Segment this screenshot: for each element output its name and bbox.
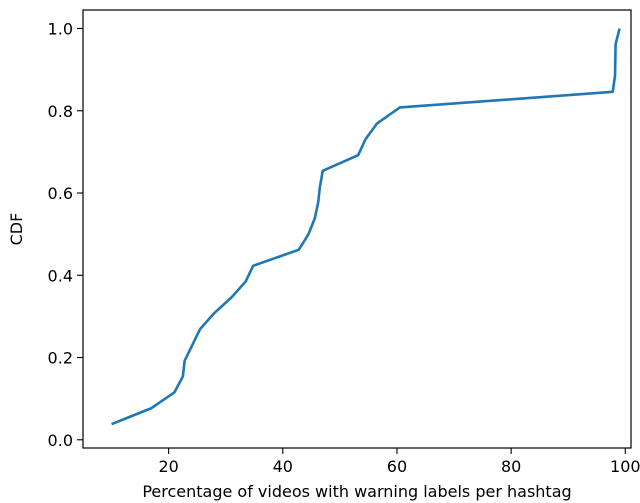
x-axis-label: Percentage of videos with warning labels… bbox=[142, 482, 571, 501]
plot-frame bbox=[82, 9, 632, 449]
y-tick-label: 1.0 bbox=[48, 20, 73, 39]
x-tick-label: 20 bbox=[158, 457, 178, 476]
y-tick-label: 0.4 bbox=[48, 266, 73, 285]
y-tick-label: 0.0 bbox=[48, 431, 73, 450]
x-tick-label: 40 bbox=[273, 457, 293, 476]
y-tick-label: 0.6 bbox=[48, 184, 73, 203]
y-tick-label: 0.8 bbox=[48, 102, 73, 121]
x-tick-label: 80 bbox=[501, 457, 521, 476]
series-line-cdf bbox=[111, 28, 621, 426]
x-axis-ticks: 20 40 60 80 100 bbox=[158, 448, 640, 476]
x-tick-label: 100 bbox=[610, 457, 640, 476]
y-axis-label: CDF bbox=[7, 213, 26, 246]
y-axis-ticks: 0.0 0.2 0.4 0.6 0.8 1.0 bbox=[48, 20, 83, 450]
x-tick-label: 60 bbox=[387, 457, 407, 476]
y-tick-label: 0.2 bbox=[48, 349, 73, 368]
